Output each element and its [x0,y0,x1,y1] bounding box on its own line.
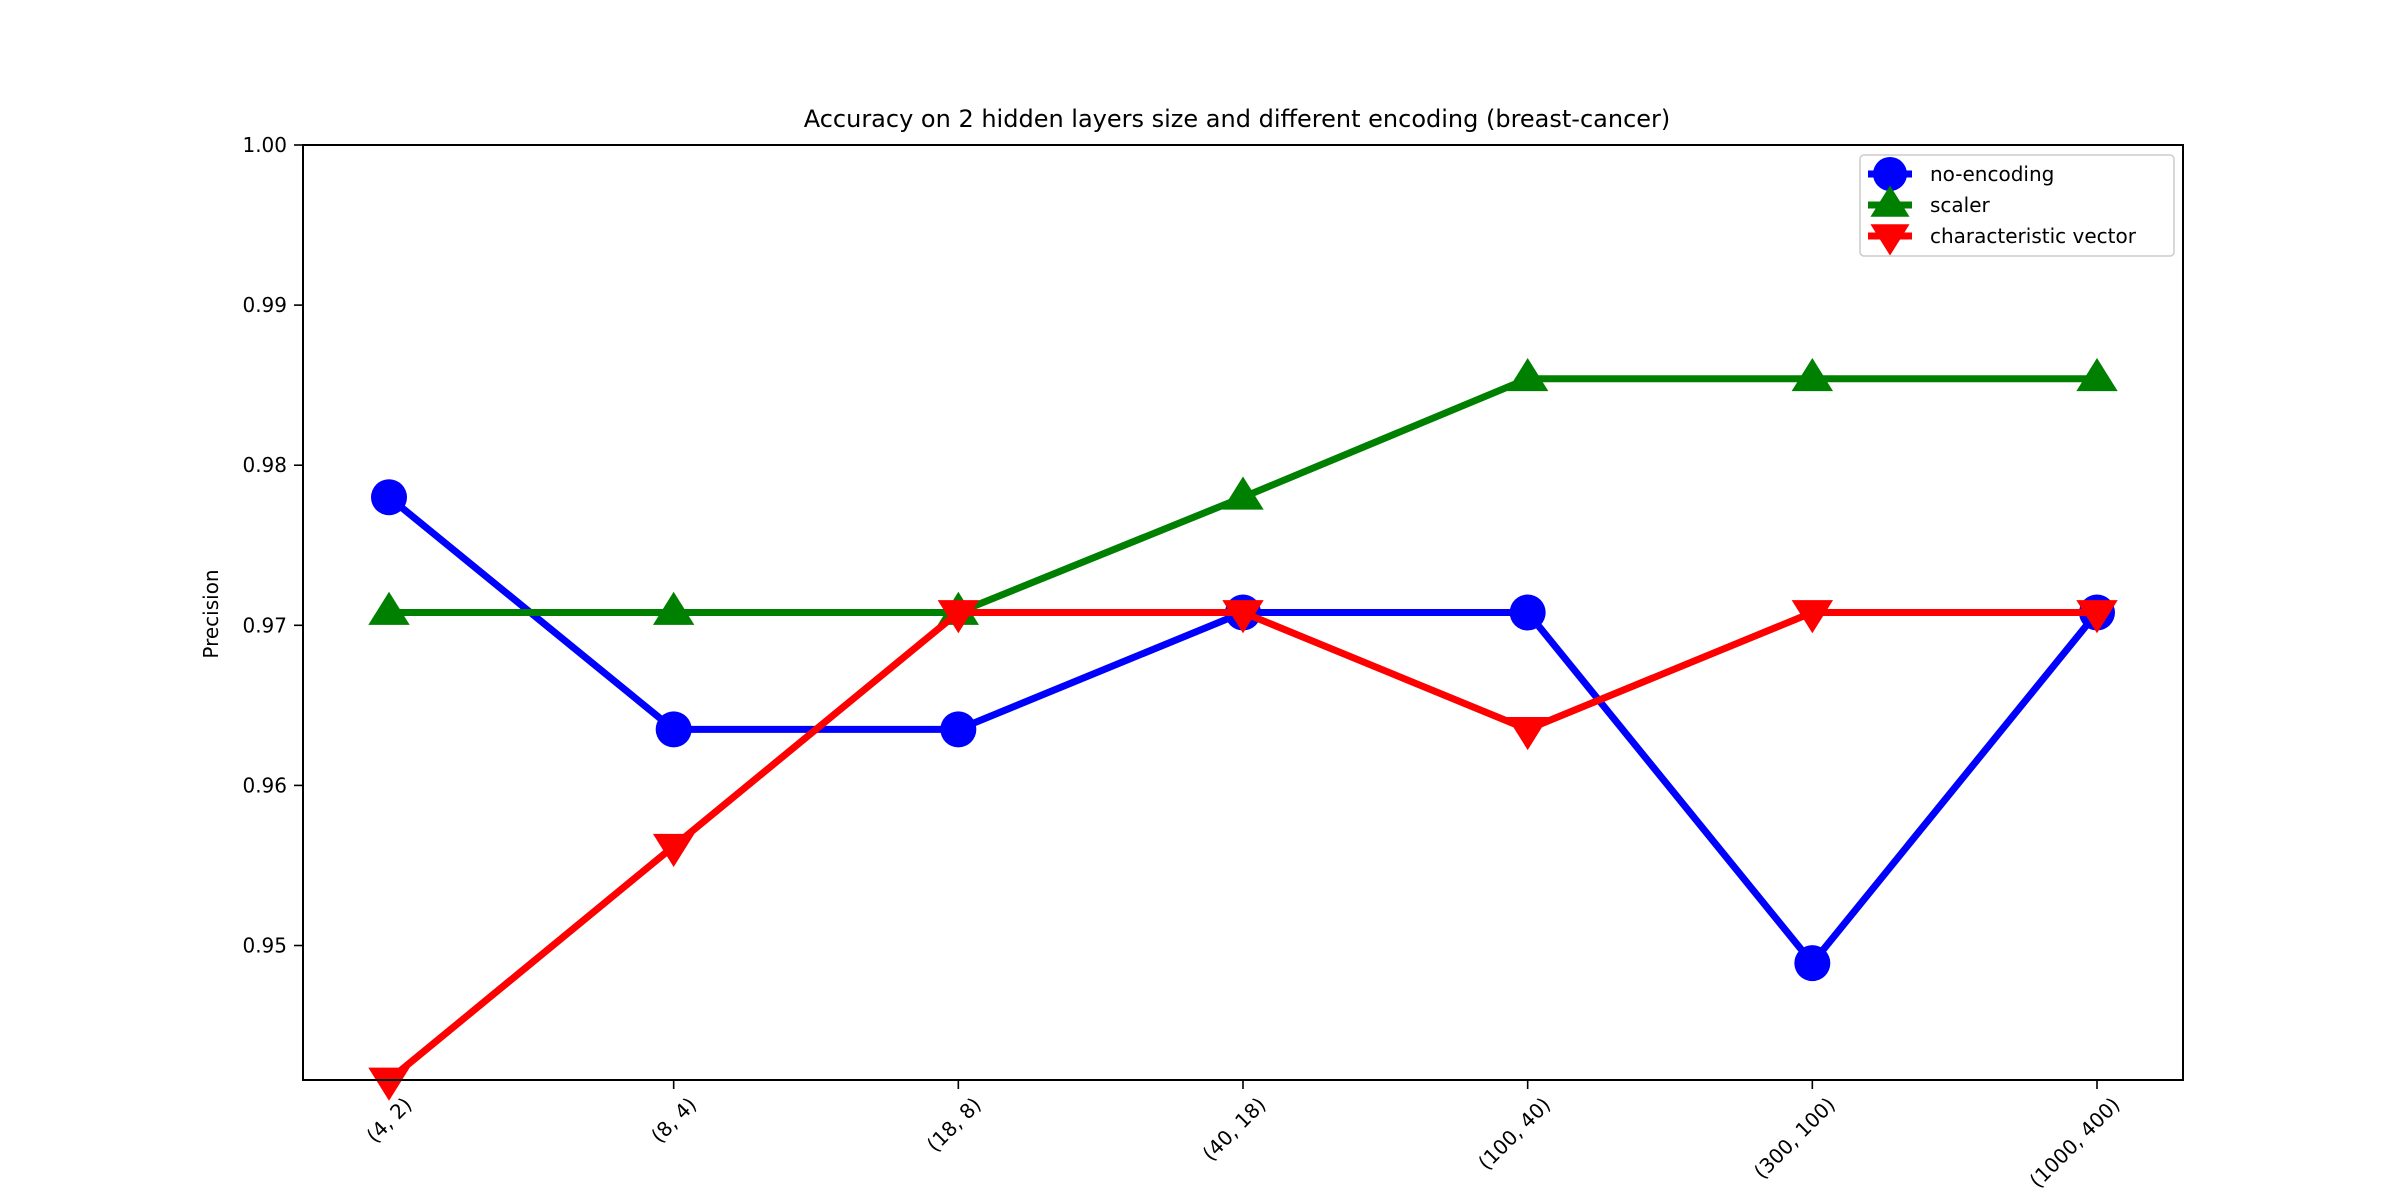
legend-label-scaler: scaler [1930,193,1991,217]
data-point-no-encoding [1794,945,1831,982]
data-point-characteristic-vector [652,833,695,867]
legend-marker-characteristic-vector [1870,224,1910,256]
data-point-characteristic-vector [2076,600,2118,634]
legend-frame [1859,154,2175,257]
data-point-characteristic-vector [937,600,980,634]
data-point-no-encoding [940,711,977,748]
y-tick-label: 0.99 [242,293,287,317]
data-point-no-encoding [371,479,407,516]
data-point-characteristic-vector [368,1067,410,1101]
legend-marker-scaler [1870,185,1910,217]
data-point-scaler [368,591,410,625]
data-point-scaler [1791,358,1834,392]
y-tick-label: 0.98 [242,453,287,477]
data-point-characteristic-vector [1222,600,1264,634]
y-tick-label: 0.96 [242,773,287,797]
data-point-characteristic-vector [1506,716,1549,751]
plot-series [368,358,2118,1101]
legend: no-encoding scaler characteristic vector [1859,154,2175,257]
y-axis: 0.95 0.96 0.97 0.98 0.99 1.00 [242,133,303,958]
y-axis-label: Precision [199,569,223,658]
chart-title: Accuracy on 2 hidden layers size and dif… [804,105,1671,133]
data-point-scaler [1222,476,1264,510]
y-tick-label: 0.95 [242,934,287,958]
y-tick-label: 1.00 [242,133,287,157]
legend-label-characteristic-vector: characteristic vector [1930,224,2137,248]
legend-label-no-encoding: no-encoding [1930,162,2054,186]
data-point-no-encoding [655,711,692,748]
data-point-scaler [2076,358,2118,392]
y-tick-label: 0.97 [242,613,287,637]
data-point-scaler [652,591,695,625]
data-point-scaler [1506,358,1549,392]
legend-marker-no-encoding [1873,157,1907,191]
plot-frame [302,144,2184,1081]
data-point-characteristic-vector [1791,600,1834,634]
data-point-no-encoding [1509,594,1546,631]
